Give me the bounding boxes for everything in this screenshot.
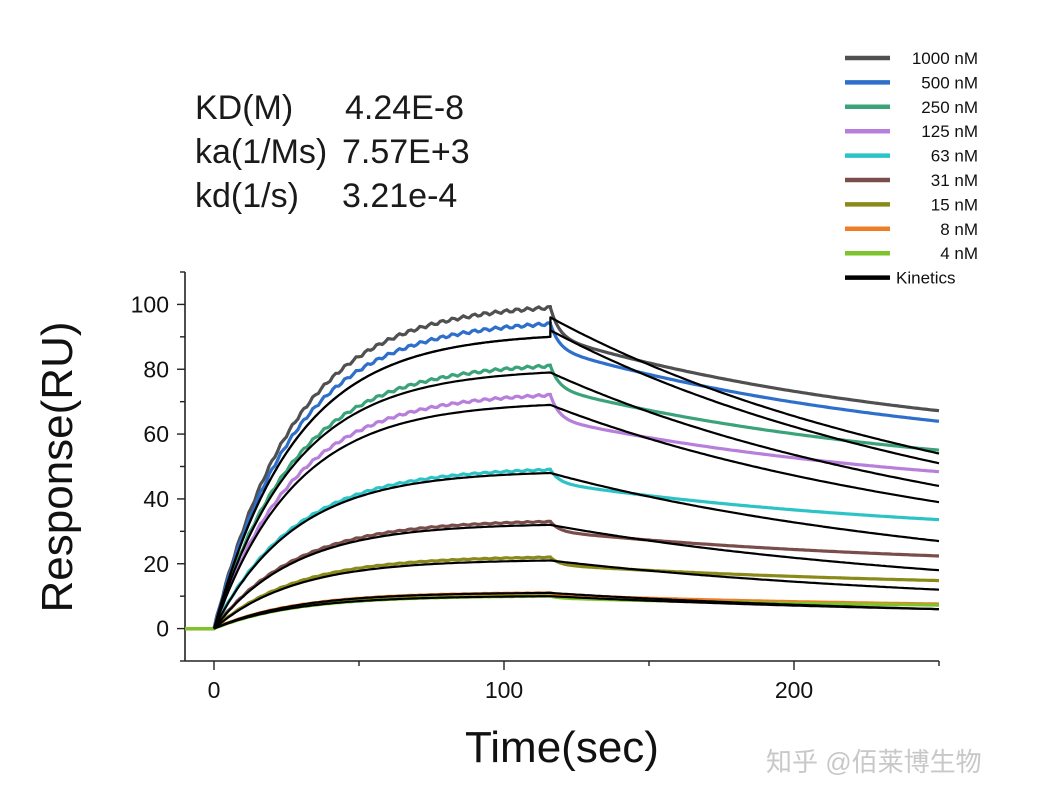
legend-label-8-nM: 8 nM	[940, 220, 978, 239]
curve-250-nM	[185, 363, 940, 631]
y-tick-label-40: 40	[143, 486, 169, 512]
kdis-label: kd(1/s)	[195, 177, 299, 215]
curve-31-nM	[185, 519, 940, 631]
legend-label-1000-nM: 1000 nM	[912, 49, 978, 68]
legend-label-63-nM: 63 nM	[931, 147, 978, 166]
fit-curve-250-nM	[212, 371, 940, 629]
kinetic-parameters: KD(M) 4.24E-8 ka(1/Ms) 7.57E+3 kd(1/s) 3…	[195, 86, 470, 218]
curves	[185, 305, 940, 631]
legend: 1000 nM 500 nM 250 nM 125 nM 63 nM 31 nM 15 nM…	[845, 49, 978, 288]
curve-1000-nM	[185, 305, 940, 631]
legend-label-250-nM: 250 nM	[921, 98, 978, 117]
fit-curve-4-nM	[213, 595, 939, 630]
curve-15-nM	[185, 555, 940, 631]
kdis-value: 3.21e-4	[342, 177, 458, 215]
y-tick-label-20: 20	[143, 551, 169, 577]
kd-value: 4.24E-8	[345, 89, 465, 127]
x-tick-label-0: 0	[208, 677, 221, 703]
axes: 0 20 40 60 80 100 0 100 200	[131, 271, 940, 703]
y-axis-label: Response(RU)	[33, 322, 82, 613]
fit-curve-1000-nM	[212, 316, 940, 629]
curve-63-nM	[185, 467, 940, 631]
curve-500-nM	[185, 321, 940, 631]
legend-label-Kinetics: Kinetics	[896, 269, 956, 288]
ka-label: ka(1/Ms)	[195, 133, 328, 171]
x-axis-label: Time(sec)	[465, 723, 659, 772]
legend-label-4-nM: 4 nM	[940, 244, 978, 263]
legend-label-500-nM: 500 nM	[921, 73, 978, 92]
y-tick-label-60: 60	[143, 421, 169, 447]
y-tick-label-100: 100	[131, 291, 169, 317]
fit-curve-125-nM	[212, 403, 940, 629]
y-tick-label-0: 0	[156, 616, 169, 642]
ka-value: 7.57E+3	[342, 133, 470, 171]
fit-curves	[212, 316, 940, 630]
fit-curve-31-nM	[213, 523, 940, 630]
kd-label: KD(M)	[195, 89, 294, 127]
legend-label-125-nM: 125 nM	[921, 122, 978, 141]
kdis-row: kd(1/s) 3.21e-4	[195, 174, 470, 218]
kd-row: KD(M) 4.24E-8	[195, 86, 470, 130]
fit-curve-500-nM	[212, 329, 940, 629]
ka-row: ka(1/Ms) 7.57E+3	[195, 130, 470, 174]
watermark: 知乎 @佰莱博生物	[766, 747, 982, 777]
x-tick-label-200: 200	[775, 677, 813, 703]
fit-curve-15-nM	[213, 559, 940, 630]
x-tick-label-100: 100	[485, 677, 523, 703]
y-tick-label-80: 80	[143, 356, 169, 382]
legend-label-31-nM: 31 nM	[931, 171, 978, 190]
fit-curve-63-nM	[213, 471, 940, 630]
legend-label-15-nM: 15 nM	[931, 195, 978, 214]
